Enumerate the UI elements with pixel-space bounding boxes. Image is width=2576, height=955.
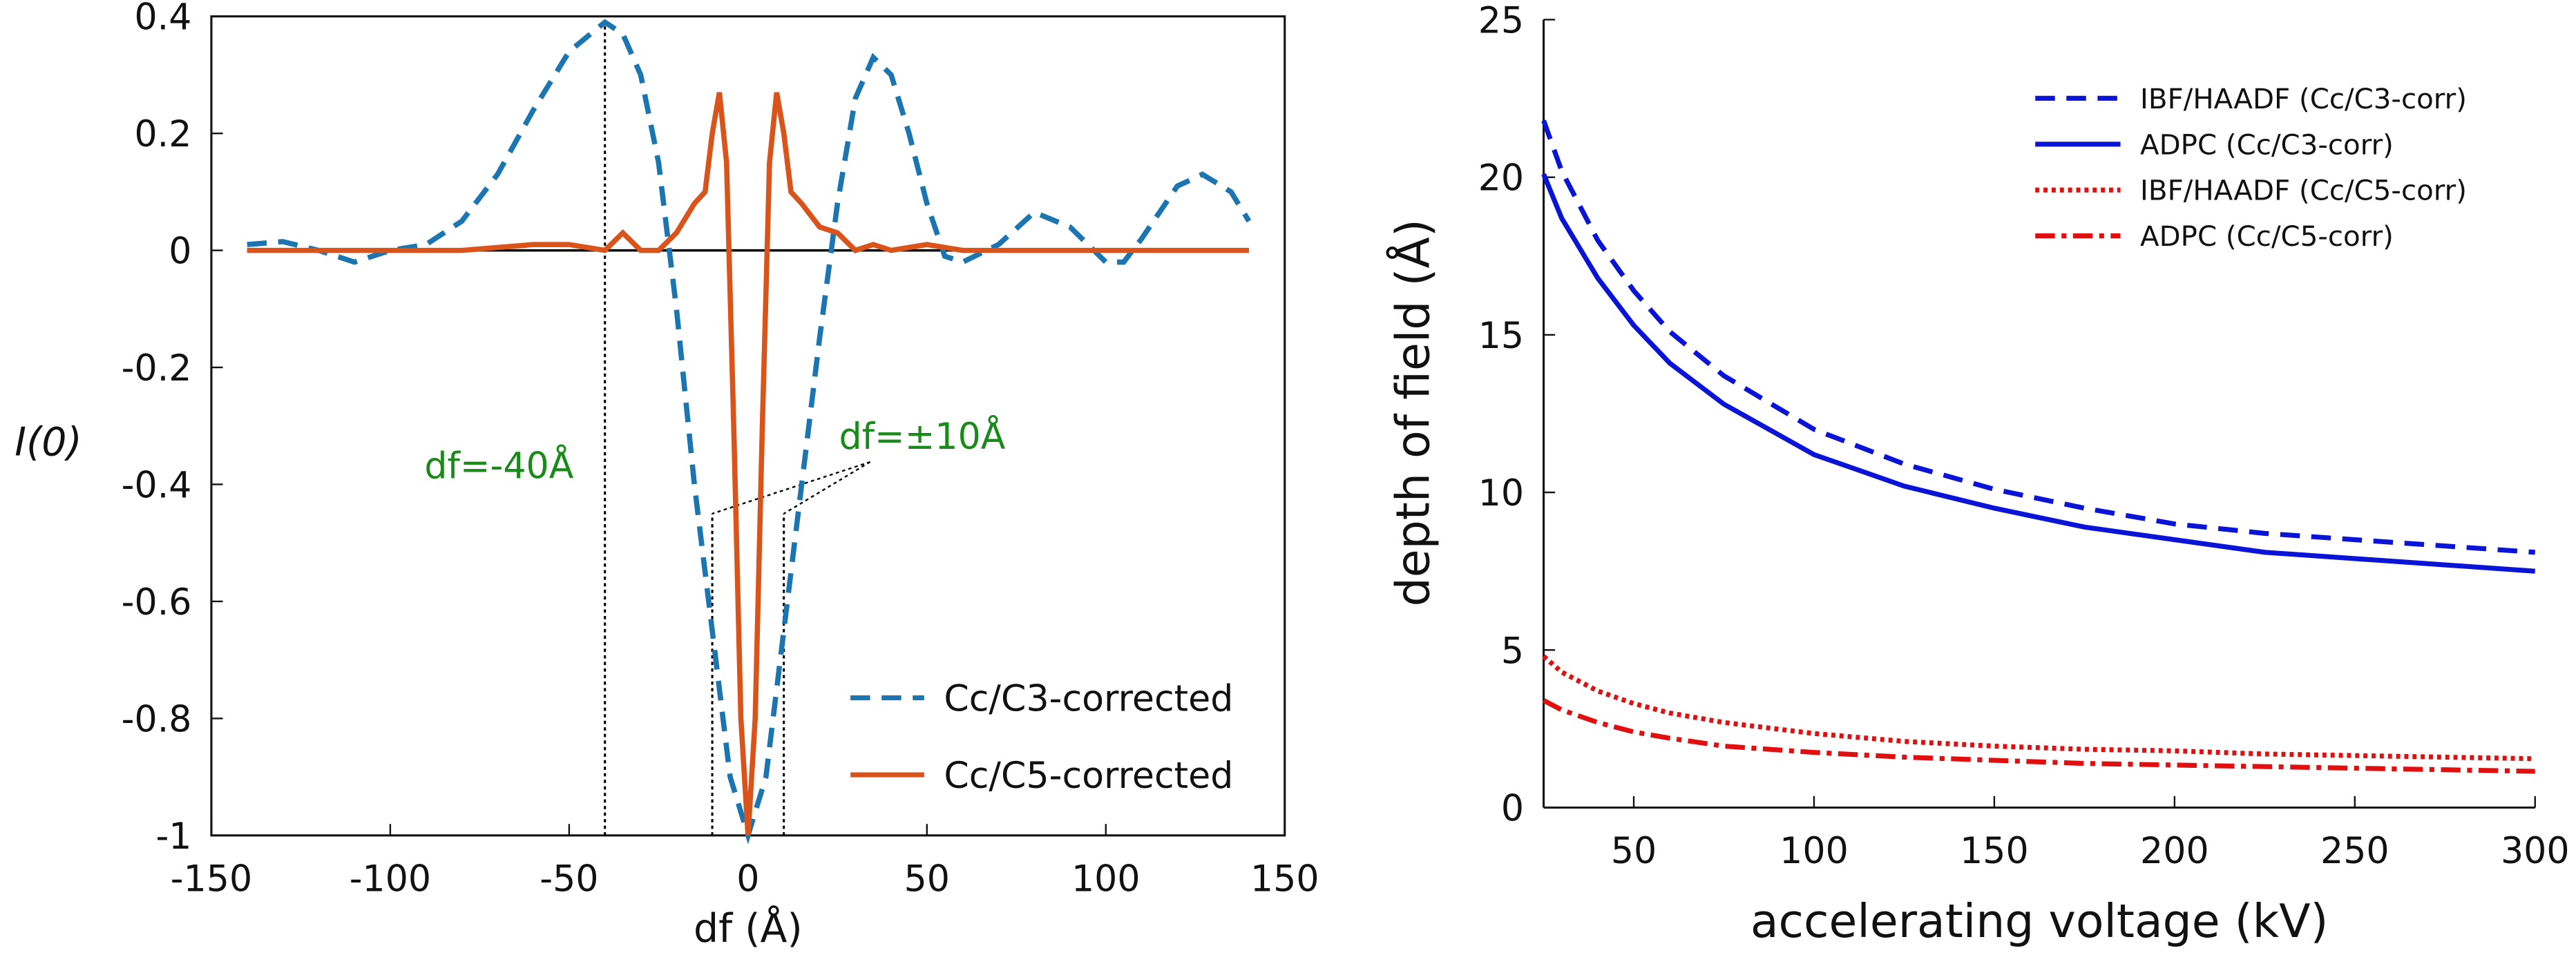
y-tick-label: -1 [155,816,191,858]
y-tick-label: -0.8 [122,699,192,740]
y-axis-label: I(0) [15,419,82,465]
x-tick-label: 200 [2140,831,2209,872]
y-tick-label: 15 [1478,316,1524,357]
x-tick-label: -150 [171,858,252,900]
x-tick-label: 50 [904,858,950,900]
x-tick-label: -100 [350,858,431,900]
legend-label: Cc/C3-corrected [944,678,1233,720]
series-line [247,92,1249,836]
y-tick-label: 0.4 [135,0,192,39]
x-tick-label: 150 [1250,858,1319,900]
annotation-pointer [783,461,871,514]
annotation: df=-40Å [424,445,573,488]
annotation: df=±10Å [839,415,1006,458]
x-tick-label: -50 [540,858,598,900]
series-line [247,19,1252,845]
y-tick-label: 25 [1478,0,1524,41]
legend-label: ADPC (Cc/C5-corr) [2140,220,2394,253]
x-axis-label: accelerating voltage (kV) [1750,894,2329,948]
legend-label: ADPC (Cc/C3-corr) [2140,128,2394,161]
x-tick-label: 50 [1611,831,1657,872]
y-tick-label: 0.2 [135,114,192,155]
y-tick-label: -0.6 [122,582,192,624]
y-tick-label: -0.2 [122,348,192,389]
y-tick-label: 5 [1501,630,1524,672]
x-tick-label: 0 [736,858,759,900]
x-axis-label: df (Å) [694,905,803,952]
y-tick-label: 10 [1478,473,1524,514]
legend-label: IBF/HAADF (Cc/C5-corr) [2140,175,2467,207]
x-tick-label: 150 [1960,831,2029,872]
x-tick-label: 300 [2501,831,2570,872]
series-line [1542,698,2535,774]
y-tick-label: -0.4 [122,465,192,506]
series-line [1542,654,2535,762]
series-line [1541,119,2536,555]
x-tick-label: 100 [1071,858,1141,900]
x-tick-label: 100 [1780,831,1849,872]
y-axis-label: depth of field (Å) [1386,219,1440,606]
series-line [1541,173,2536,574]
annotation-pointer [712,461,870,514]
y-tick-label: 0 [169,231,191,273]
x-tick-label: 250 [2320,831,2389,872]
legend-label: IBF/HAADF (Cc/C3-corr) [2140,83,2467,115]
legend-label: Cc/C5-corrected [944,755,1233,797]
y-tick-label: 0 [1501,788,1524,829]
y-tick-label: 20 [1478,158,1524,200]
